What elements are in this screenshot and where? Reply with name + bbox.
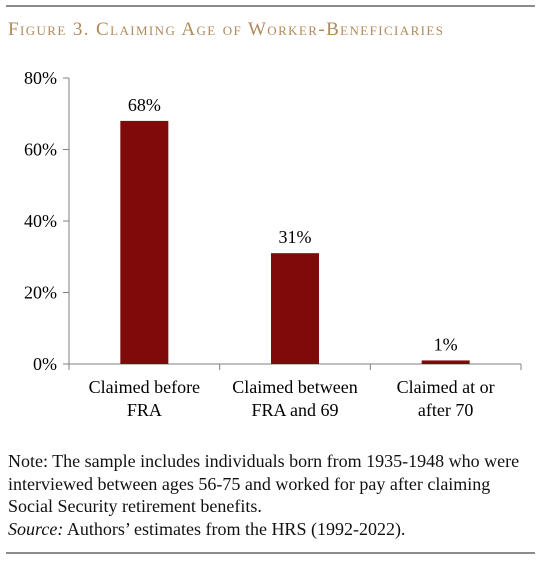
x-tick-label-line: Claimed between xyxy=(232,377,357,397)
source-text: Authors’ estimates from the HRS (1992-20… xyxy=(63,518,406,539)
data-label: 68% xyxy=(128,95,161,115)
source-label: Source: xyxy=(8,518,64,539)
x-tick-label-line: FRA xyxy=(127,400,162,420)
source-line: Source: Authors’ estimates from the HRS … xyxy=(8,518,536,541)
bar xyxy=(271,253,319,364)
figure-note: Note: The sample includes individuals bo… xyxy=(8,450,536,540)
data-label: 31% xyxy=(279,227,312,247)
y-tick-label: 20% xyxy=(24,283,57,303)
bar-chart: 0% 20% 40% 60% 80% 68% Claimed before FRA 31% Cla… xyxy=(24,68,522,420)
x-tick-label: Claimed between FRA and 69 xyxy=(232,377,357,420)
bar xyxy=(120,120,169,365)
y-tick-label: 60% xyxy=(24,140,57,160)
x-tick-label: Claimed before FRA xyxy=(89,377,200,420)
top-rule xyxy=(6,5,535,7)
x-tick-label-line: FRA and 69 xyxy=(251,400,338,420)
x-tick-label-line: Claimed before xyxy=(89,377,200,397)
bottom-rule xyxy=(6,552,535,554)
y-tick-label: 40% xyxy=(24,211,57,231)
data-label: 1% xyxy=(434,334,458,354)
note-text: Note: The sample includes individuals bo… xyxy=(8,451,520,516)
x-tick-label-line: after 70 xyxy=(418,400,473,420)
figure-title: Figure 3. Claiming Age of Worker-Benefic… xyxy=(8,19,445,40)
x-tick-label: Claimed at or after 70 xyxy=(397,377,495,420)
x-tick-label-line: Claimed at or xyxy=(397,377,495,397)
y-tick-label: 0% xyxy=(33,354,57,374)
bar xyxy=(421,360,470,364)
y-tick-label: 80% xyxy=(24,68,57,88)
